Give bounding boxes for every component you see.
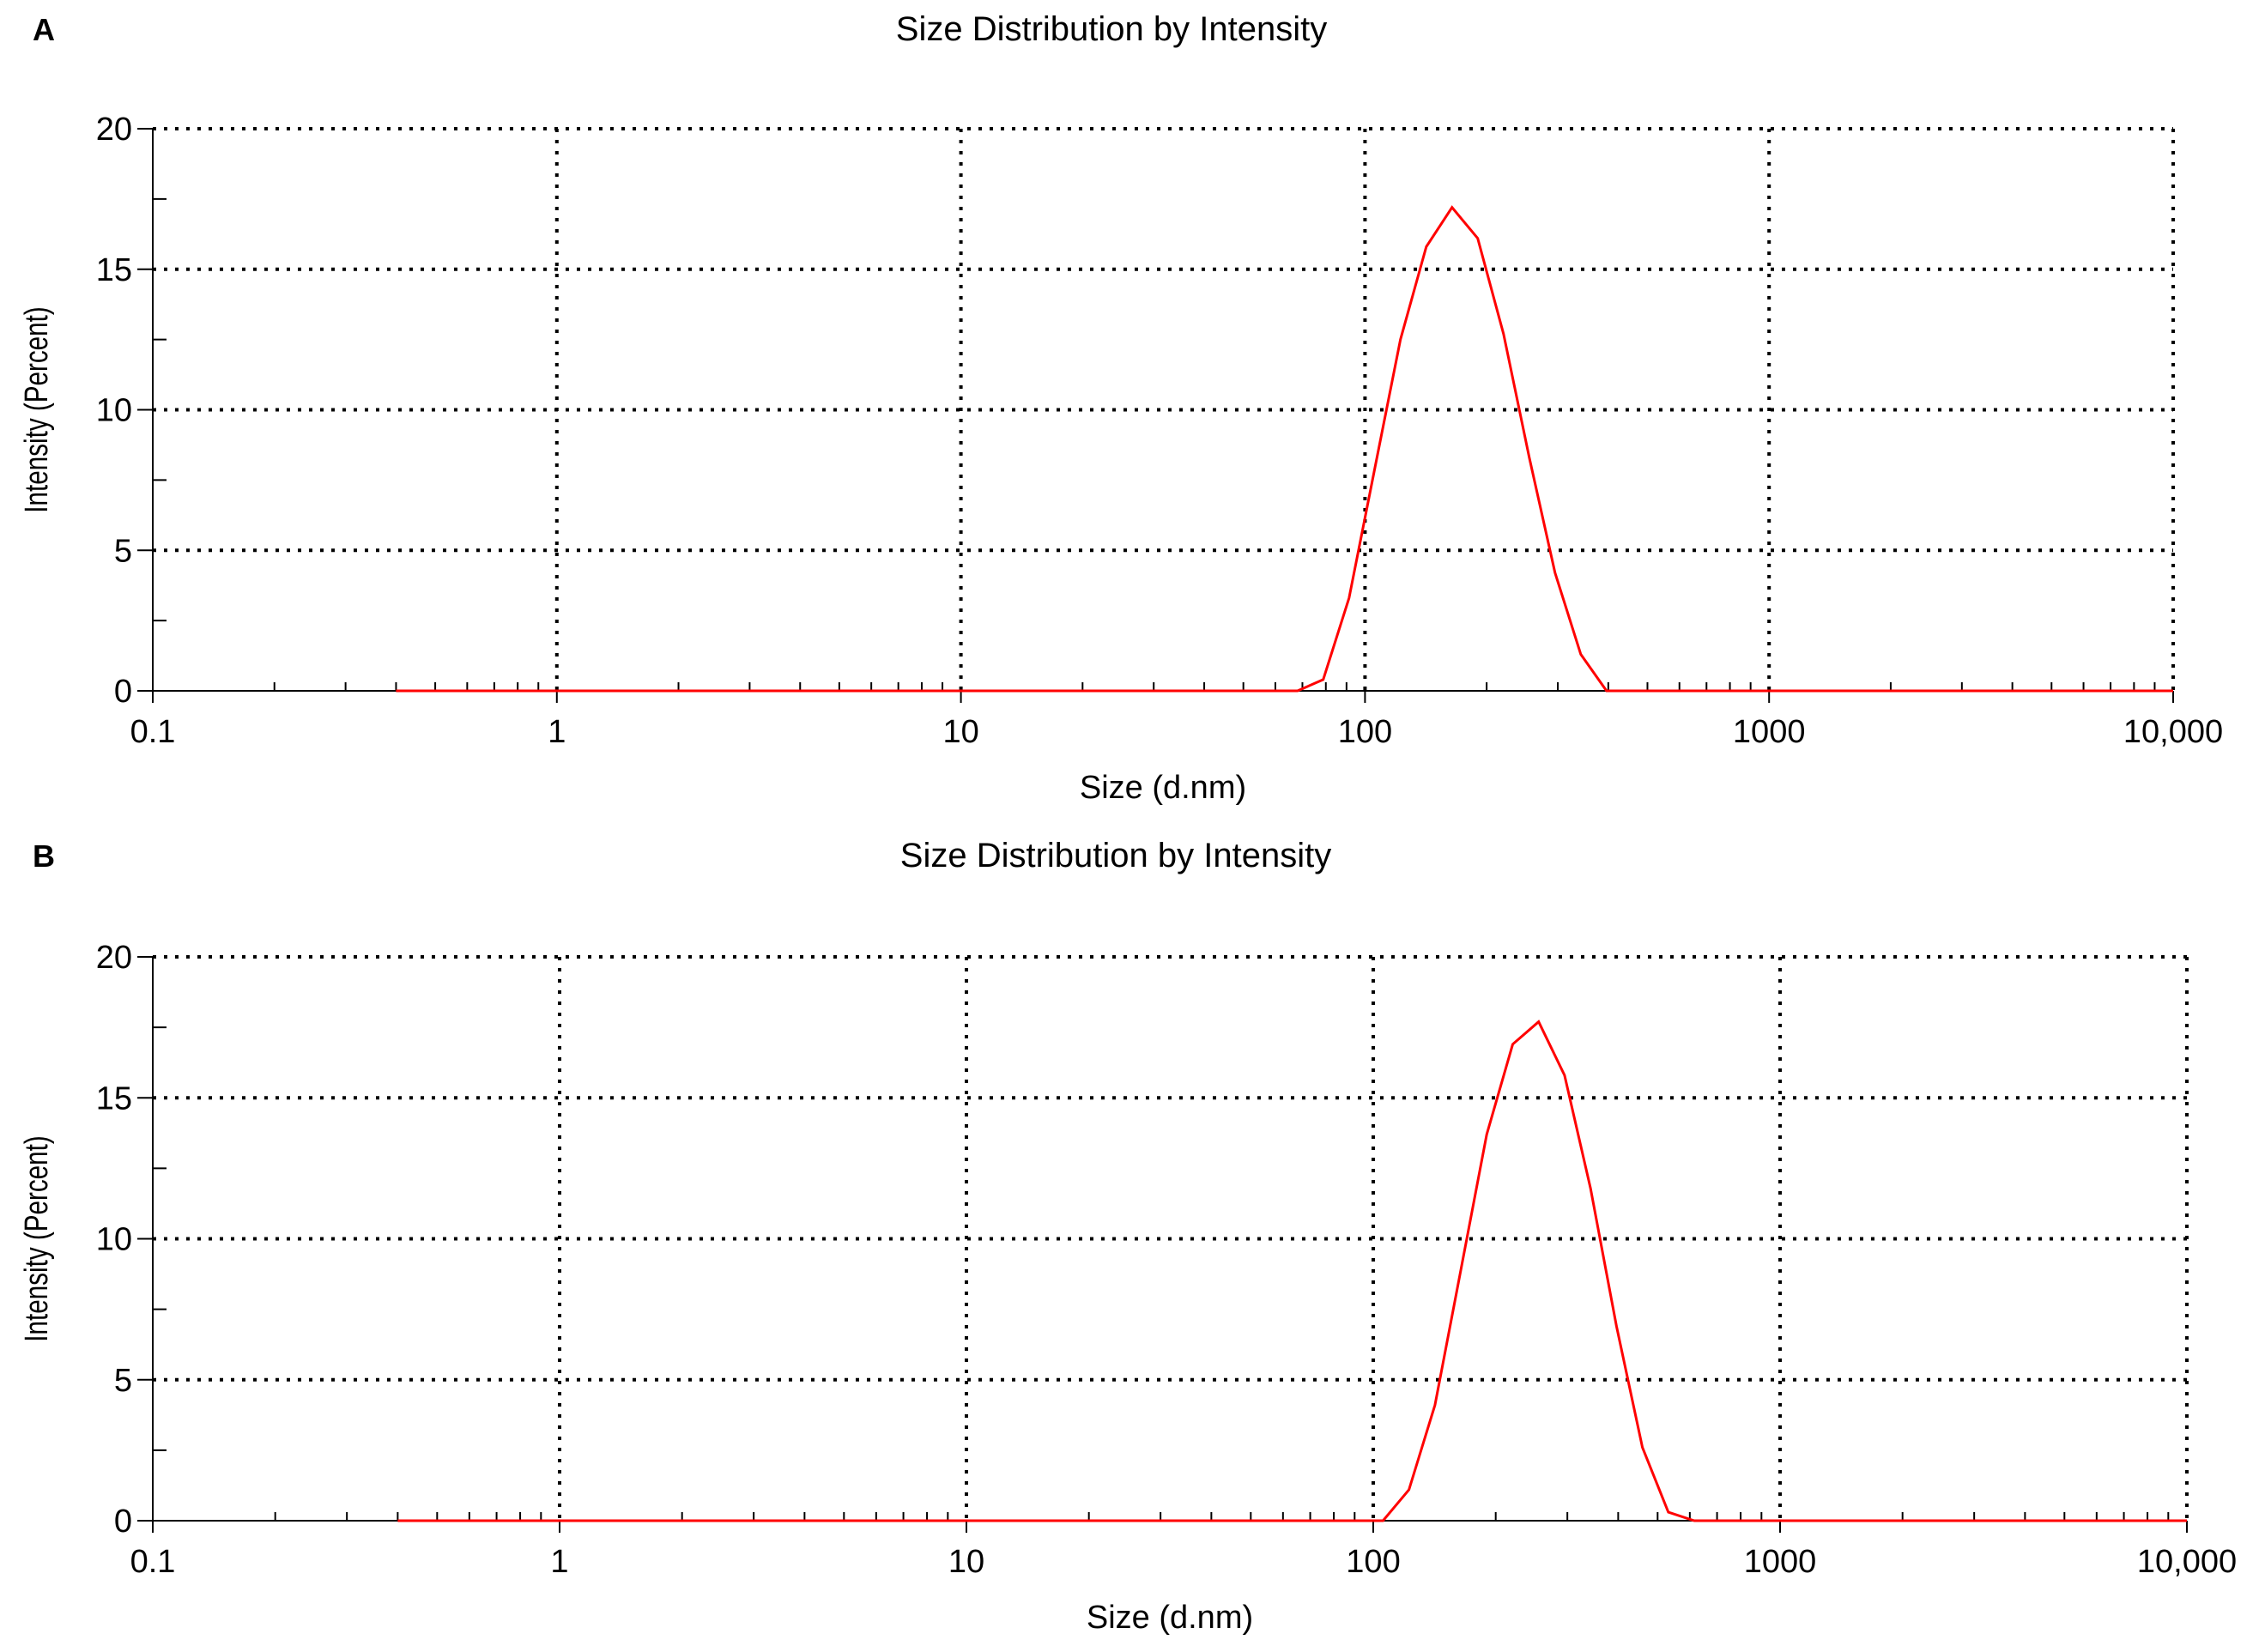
x-axis-label: Size (d.nm) (1080, 770, 1246, 806)
chart-a-svg: 0 5 10 15 20 0.1 1 10 100 1000 10,000 Size (d.nm) In… (19, 112, 2224, 806)
x-tick-label: 100 (1338, 714, 1392, 750)
panel-label: A (33, 12, 55, 47)
x-tick-label: 1000 (1744, 1544, 1817, 1580)
y-tick-label: 10 (96, 1222, 132, 1258)
panel-b: B Size Distribution by Intensity 0 5 10 15 2… (0, 826, 2265, 1652)
x-tick-label: 0.1 (130, 1544, 176, 1580)
x-tick-label: 10,000 (2137, 1544, 2237, 1580)
distribution-line (396, 205, 2173, 693)
y-tick-label: 5 (114, 533, 132, 569)
panel-a: A Size Distribution by Intensity 0 5 10 15 2… (19, 10, 2224, 806)
distribution-line (397, 1020, 2187, 1522)
y-tick-label: 0 (114, 1504, 132, 1540)
y-axis-label: Intensity (Percent) (19, 306, 55, 512)
y-tick-label: 15 (96, 252, 132, 288)
y-tick-label: 20 (96, 940, 132, 976)
y-tick-label: 10 (96, 393, 132, 429)
y-tick-label: 15 (96, 1080, 132, 1116)
x-tick-label: 1000 (1733, 714, 1806, 750)
x-tick-label: 1 (550, 1544, 568, 1580)
x-tick-label: 10 (948, 1544, 984, 1580)
panel-label: B (33, 838, 55, 874)
y-tick-label: 0 (114, 674, 132, 710)
chart-title: Size Distribution by Intensity (895, 10, 1328, 48)
x-axis-label: Size (d.nm) (1087, 1600, 1253, 1636)
x-tick-label: 100 (1346, 1544, 1400, 1580)
x-tick-label: 1 (548, 714, 566, 750)
x-tick-label: 10 (942, 714, 978, 750)
x-tick-label: 0.1 (130, 714, 176, 750)
y-tick-label: 5 (114, 1363, 132, 1399)
x-tick-label: 10,000 (2123, 714, 2223, 750)
y-axis-label: Intensity (Percent) (19, 1135, 55, 1341)
chart-title: Size Distribution by Intensity (899, 837, 1332, 874)
chart-b-svg: 0 5 10 15 20 0.1 1 10 100 1000 10,000 Size (d.nm) In… (19, 940, 2238, 1636)
y-tick-label: 20 (96, 112, 132, 148)
